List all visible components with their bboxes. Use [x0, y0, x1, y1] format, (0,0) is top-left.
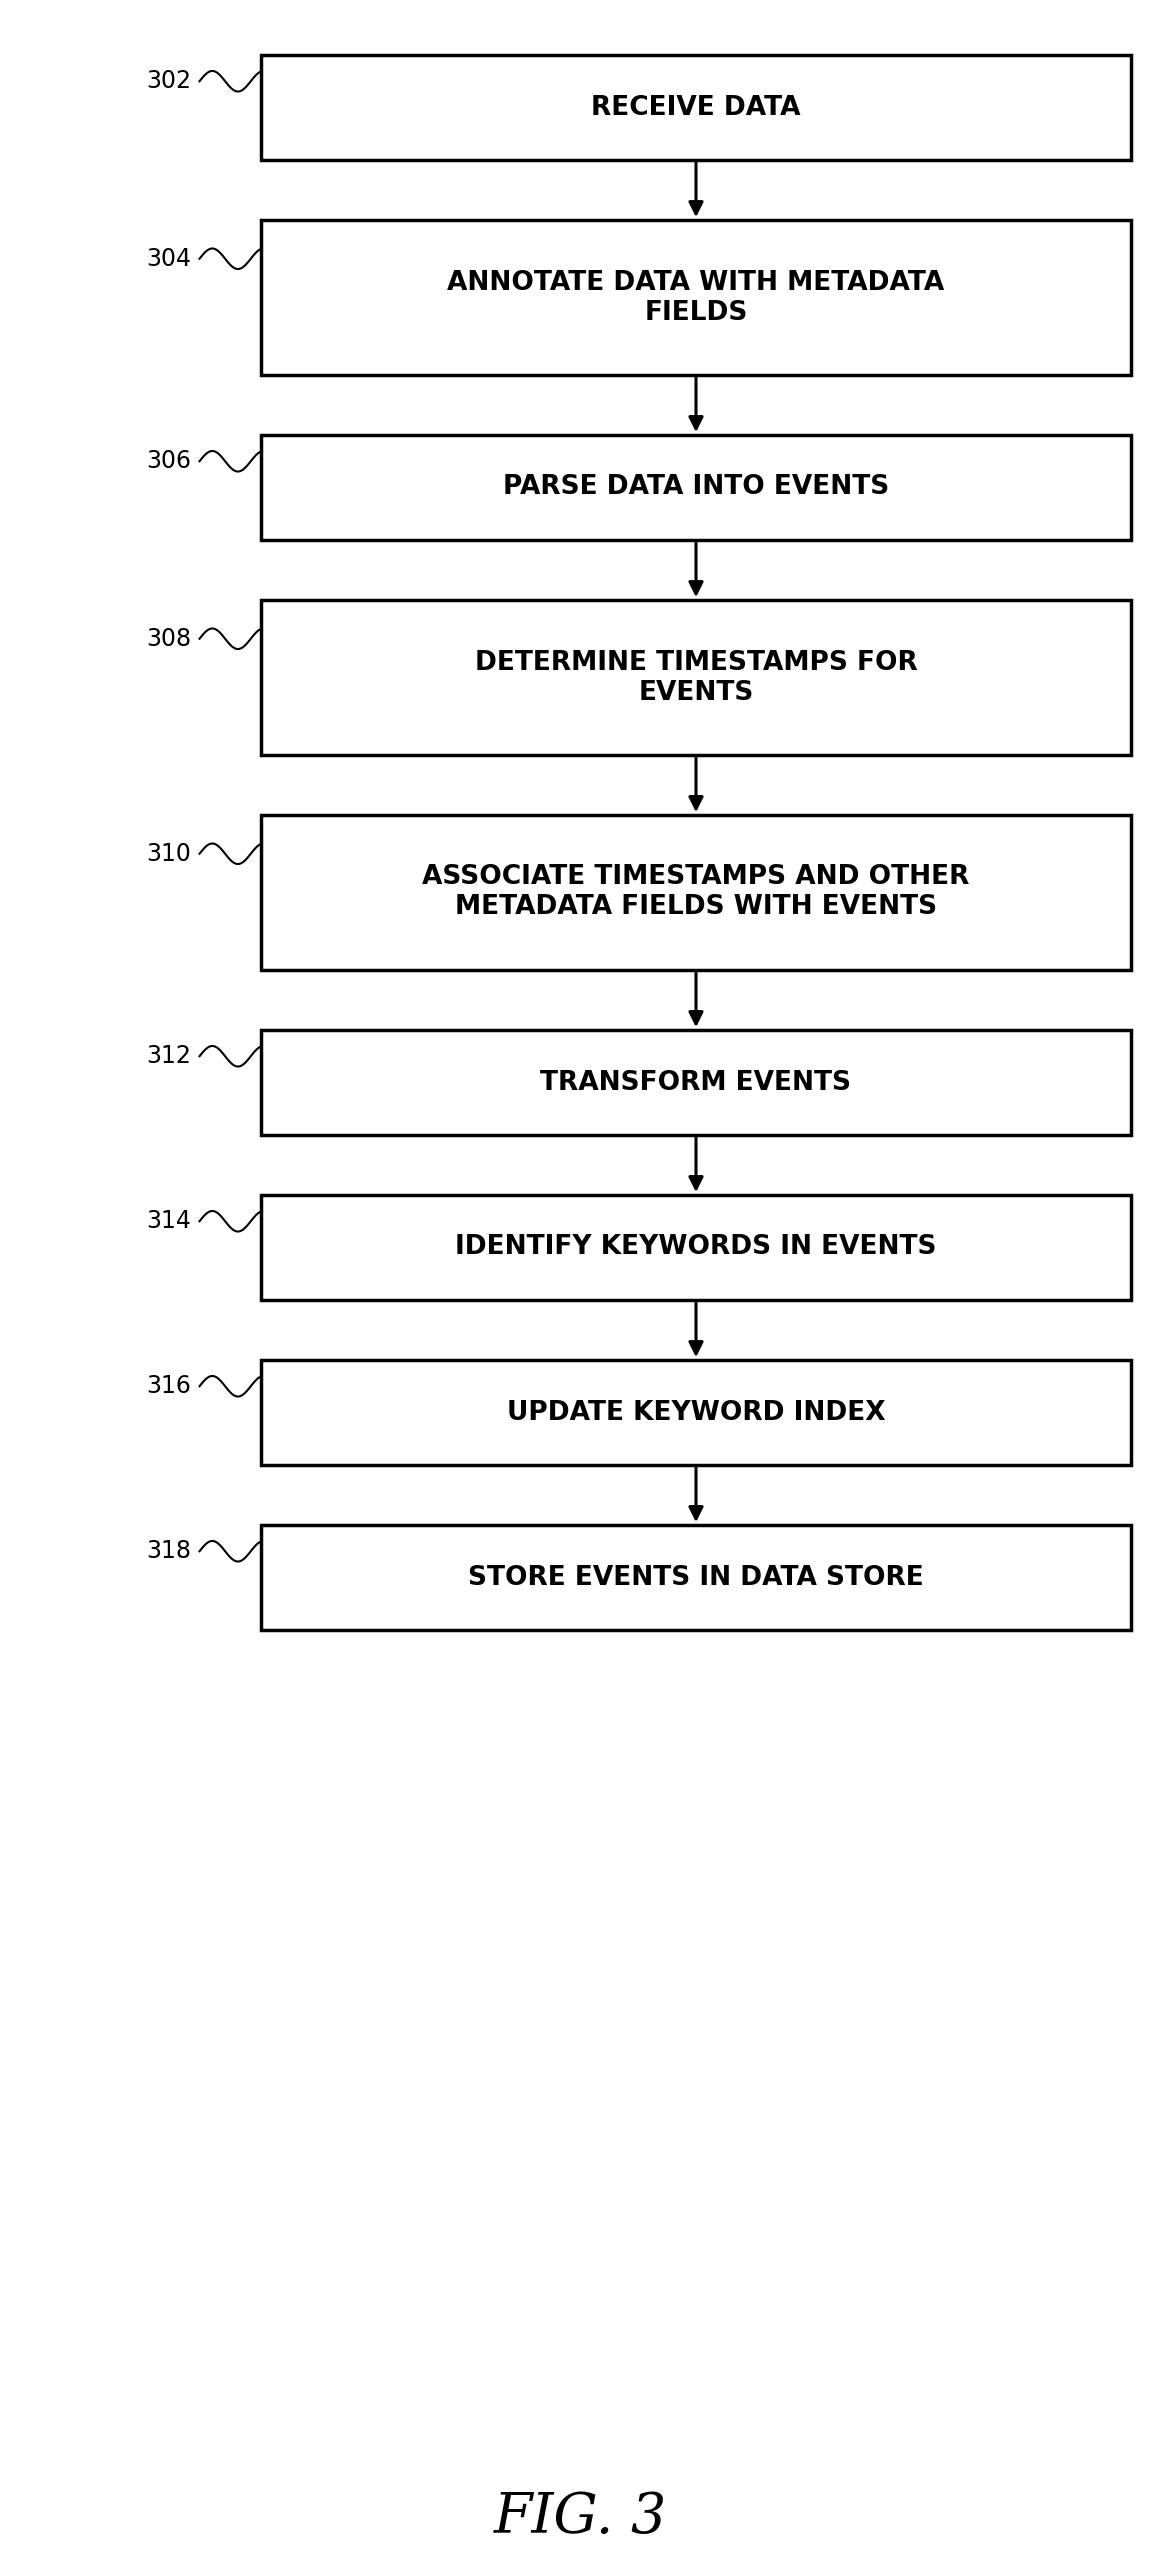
Text: FIG. 3: FIG. 3: [493, 2489, 667, 2546]
Text: DETERMINE TIMESTAMPS FOR
EVENTS: DETERMINE TIMESTAMPS FOR EVENTS: [474, 649, 918, 705]
Text: 306: 306: [146, 450, 191, 474]
Text: 314: 314: [146, 1210, 191, 1233]
Text: ANNOTATE DATA WITH METADATA
FIELDS: ANNOTATE DATA WITH METADATA FIELDS: [448, 270, 944, 324]
FancyBboxPatch shape: [261, 219, 1131, 376]
Text: STORE EVENTS IN DATA STORE: STORE EVENTS IN DATA STORE: [469, 1565, 923, 1591]
FancyBboxPatch shape: [261, 54, 1131, 160]
Text: TRANSFORM EVENTS: TRANSFORM EVENTS: [541, 1071, 851, 1097]
Text: 310: 310: [146, 842, 191, 865]
Text: ASSOCIATE TIMESTAMPS AND OTHER
METADATA FIELDS WITH EVENTS: ASSOCIATE TIMESTAMPS AND OTHER METADATA …: [422, 865, 970, 921]
FancyBboxPatch shape: [261, 435, 1131, 541]
Text: RECEIVE DATA: RECEIVE DATA: [592, 95, 800, 121]
Text: 312: 312: [146, 1045, 191, 1068]
FancyBboxPatch shape: [261, 1194, 1131, 1300]
Text: 302: 302: [146, 69, 191, 93]
Text: 308: 308: [146, 625, 191, 651]
Text: 304: 304: [146, 247, 191, 270]
Text: UPDATE KEYWORD INDEX: UPDATE KEYWORD INDEX: [507, 1400, 885, 1426]
FancyBboxPatch shape: [261, 1030, 1131, 1135]
Text: IDENTIFY KEYWORDS IN EVENTS: IDENTIFY KEYWORDS IN EVENTS: [455, 1236, 937, 1261]
FancyBboxPatch shape: [261, 1524, 1131, 1629]
FancyBboxPatch shape: [261, 600, 1131, 754]
Text: PARSE DATA INTO EVENTS: PARSE DATA INTO EVENTS: [503, 474, 889, 499]
FancyBboxPatch shape: [261, 1359, 1131, 1465]
Text: 318: 318: [146, 1539, 191, 1562]
Text: 316: 316: [146, 1375, 191, 1398]
FancyBboxPatch shape: [261, 816, 1131, 970]
